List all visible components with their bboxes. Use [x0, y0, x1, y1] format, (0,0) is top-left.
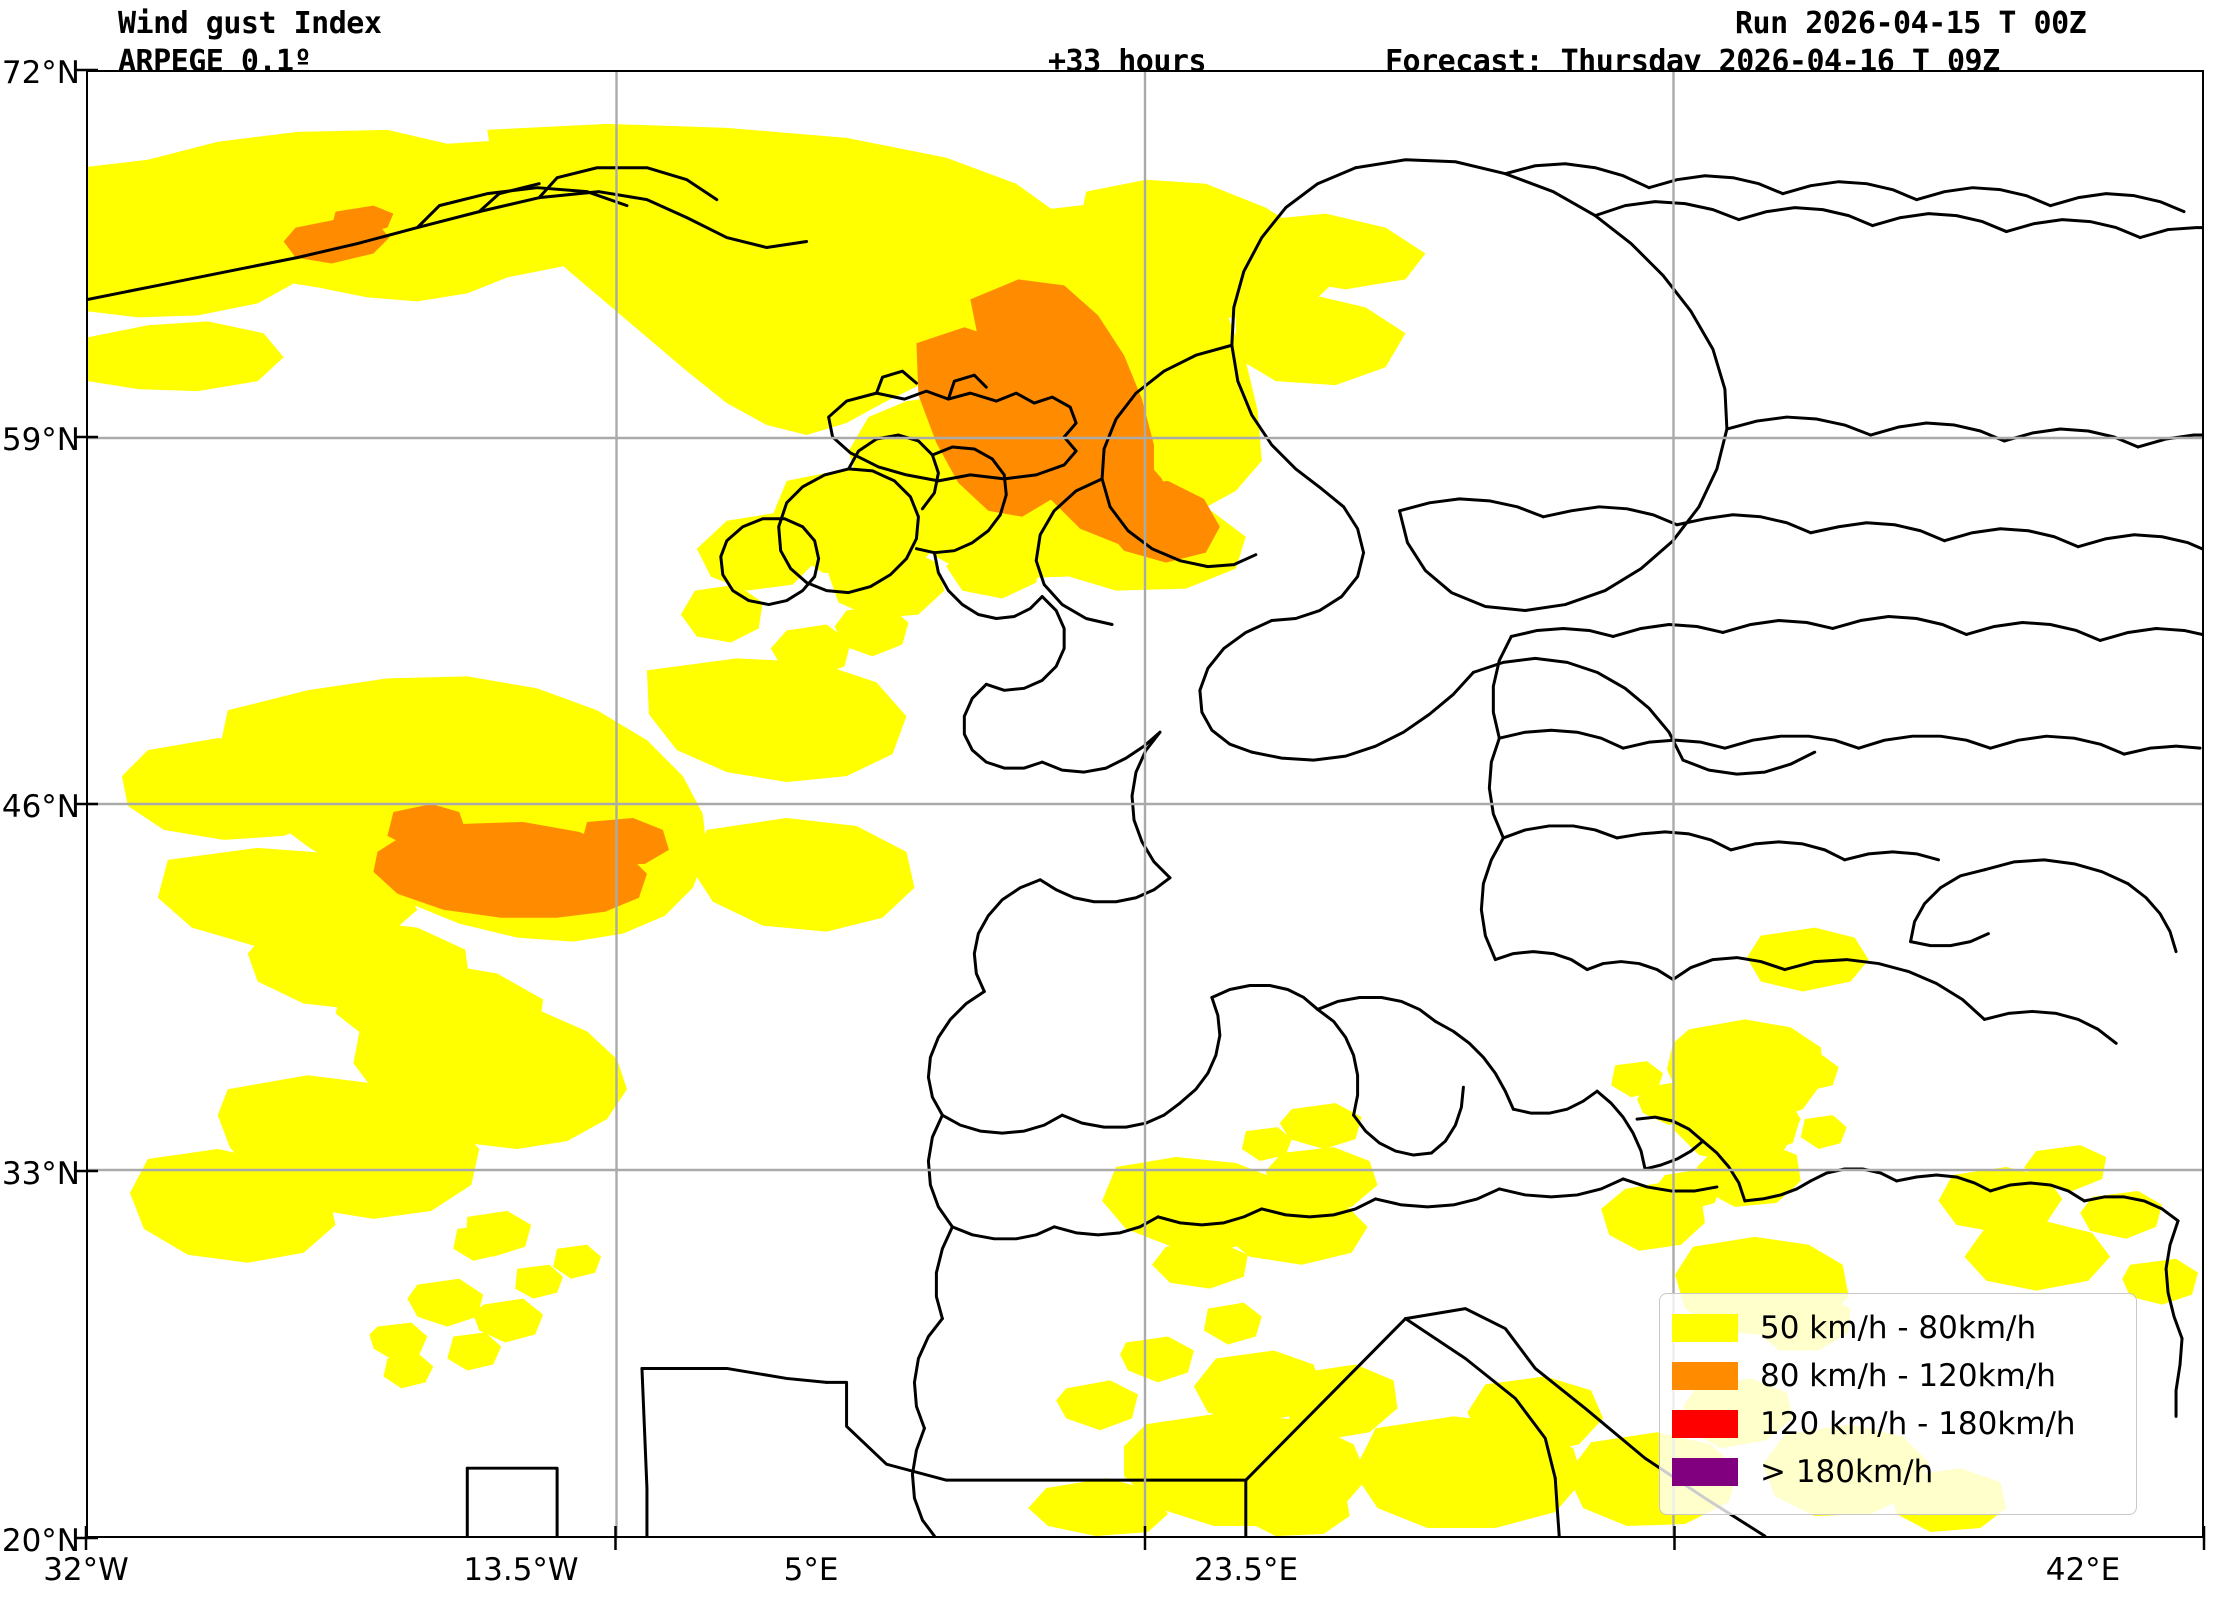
y-axis-tick-59n: 59°N: [1, 422, 80, 458]
page-title: Wind gust Index: [118, 6, 382, 41]
y-axis-tick-72n: 72°N: [1, 55, 80, 91]
gust-band-80-120: [283, 205, 1220, 918]
legend-swatch-purple: [1672, 1458, 1738, 1486]
legend-label-over-180: > 180km/h: [1760, 1453, 1934, 1490]
x-axis-tick-42e: 42°E: [2045, 1552, 2121, 1588]
legend-label-80-120: 80 km/h - 120km/h: [1760, 1357, 2056, 1394]
map-legend: 50 km/h - 80km/h 80 km/h - 120km/h 120 k…: [1659, 1293, 2137, 1515]
legend-swatch-red: [1672, 1410, 1738, 1438]
legend-item-80-120: 80 km/h - 120km/h: [1672, 1352, 2124, 1400]
run-datetime-label: Run 2026-04-15 T 00Z: [1735, 6, 2087, 41]
legend-item-50-80: 50 km/h - 80km/h: [1672, 1304, 2124, 1352]
x-axis-tick-32w: 32°W: [43, 1552, 129, 1588]
x-axis-tick-13-5w: 13.5°W: [463, 1552, 579, 1588]
legend-label-50-80: 50 km/h - 80km/h: [1760, 1309, 2037, 1346]
legend-swatch-yellow: [1672, 1314, 1738, 1342]
legend-item-120-180: 120 km/h - 180km/h: [1672, 1400, 2124, 1448]
x-axis-tick-23-5e: 23.5°E: [1193, 1552, 1299, 1588]
y-axis-tick-20n: 20°N: [1, 1523, 80, 1559]
map-plot-area: 50 km/h - 80km/h 80 km/h - 120km/h 120 k…: [86, 70, 2204, 1538]
legend-item-over-180: > 180km/h: [1672, 1448, 2124, 1496]
y-axis-tick-46n: 46°N: [1, 789, 80, 825]
legend-label-120-180: 120 km/h - 180km/h: [1760, 1405, 2076, 1442]
y-axis-tick-33n: 33°N: [1, 1156, 80, 1192]
graticule-layer: [88, 72, 2202, 1536]
coastline-layer: [88, 158, 2202, 1536]
x-axis-tick-5e: 5°E: [783, 1552, 839, 1588]
legend-swatch-orange: [1672, 1362, 1738, 1390]
